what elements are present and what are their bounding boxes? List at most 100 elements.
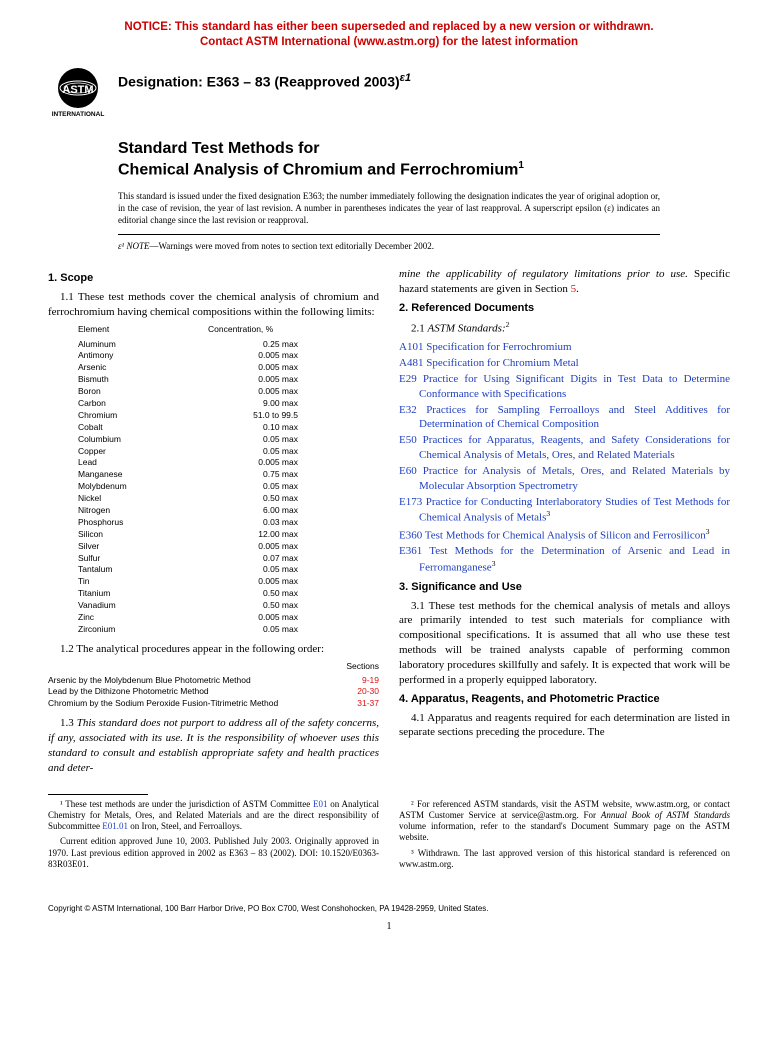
fn1-link1[interactable]: E01 bbox=[313, 799, 328, 809]
ref-sup: 3 bbox=[492, 559, 496, 568]
proc-hdr: Sections bbox=[48, 661, 379, 673]
element-name: Tin bbox=[78, 576, 208, 588]
title-line2: Chemical Analysis of Chromium and Ferroc… bbox=[118, 162, 518, 179]
element-name: Zirconium bbox=[78, 624, 208, 636]
element-row: Sulfur0.07 max bbox=[78, 553, 379, 565]
left-column: 1. Scope 1.1 These test methods cover th… bbox=[48, 267, 379, 779]
element-row: Arsenic0.005 max bbox=[78, 362, 379, 374]
element-name: Chromium bbox=[78, 410, 208, 422]
p13b: This standard does not purport to addres… bbox=[48, 717, 379, 774]
title-block: Standard Test Methods for Chemical Analy… bbox=[118, 138, 730, 182]
procedure-name: Arsenic by the Molybdenum Blue Photometr… bbox=[48, 675, 251, 687]
app-p41: 4.1 Apparatus and reagents required for … bbox=[399, 711, 730, 741]
elem-hdr-left: Element bbox=[78, 324, 208, 336]
notice-line1: NOTICE: This standard has either been su… bbox=[124, 21, 653, 33]
reference-item[interactable]: E29 Practice for Using Significant Digit… bbox=[399, 372, 730, 402]
element-conc: 0.25 max bbox=[208, 339, 298, 351]
element-conc: 0.05 max bbox=[208, 624, 298, 636]
element-conc: 0.75 max bbox=[208, 469, 298, 481]
procedure-table: Sections Arsenic by the Molybdenum Blue … bbox=[48, 661, 379, 711]
procedure-sections[interactable]: 31-37 bbox=[357, 698, 379, 710]
element-name: Bismuth bbox=[78, 374, 208, 386]
ref-sup: 3 bbox=[546, 509, 550, 518]
footnote-left: ¹ These test methods are under the juris… bbox=[48, 799, 379, 875]
element-row: Nickel0.50 max bbox=[78, 493, 379, 505]
ref-code: E360 bbox=[399, 530, 422, 542]
element-name: Aluminum bbox=[78, 339, 208, 351]
ref-code: E32 bbox=[399, 404, 417, 416]
reference-item[interactable]: E173 Practice for Conducting Interlabora… bbox=[399, 495, 730, 526]
procedure-row: Chromium by the Sodium Peroxide Fusion-T… bbox=[48, 698, 379, 710]
reference-item[interactable]: E32 Practices for Sampling Ferroalloys a… bbox=[399, 403, 730, 433]
element-name: Boron bbox=[78, 386, 208, 398]
refs-p21: 2.1 ASTM Standards:2 bbox=[399, 320, 730, 337]
ref-code: E50 bbox=[399, 434, 417, 446]
element-name: Lead bbox=[78, 457, 208, 469]
procedure-name: Chromium by the Sodium Peroxide Fusion-T… bbox=[48, 698, 278, 710]
fn1-link2[interactable]: E01.01 bbox=[102, 821, 128, 831]
reference-item[interactable]: E360 Test Methods for Chemical Analysis … bbox=[399, 527, 730, 544]
procedure-sections[interactable]: 20-30 bbox=[357, 686, 379, 698]
fn2b: Annual Book of ASTM Standards bbox=[601, 810, 730, 820]
fn2c: volume information, refer to the standar… bbox=[399, 821, 730, 842]
element-name: Nickel bbox=[78, 493, 208, 505]
p21a: 2.1 bbox=[411, 322, 428, 334]
p21sup: 2 bbox=[506, 320, 510, 329]
ref-text: Practice for Analysis of Metals, Ores, a… bbox=[419, 465, 730, 492]
app-heading: 4. Apparatus, Reagents, and Photometric … bbox=[399, 692, 730, 707]
element-row: Zinc0.005 max bbox=[78, 612, 379, 624]
element-conc: 0.005 max bbox=[208, 386, 298, 398]
element-table-header: Element Concentration, % bbox=[78, 324, 379, 336]
reference-item[interactable]: A101 Specification for Ferrochromium bbox=[399, 340, 730, 355]
element-conc: 0.005 max bbox=[208, 374, 298, 386]
ref-code: A101 bbox=[399, 341, 423, 353]
element-conc: 0.05 max bbox=[208, 434, 298, 446]
header-row: ASTM INTERNATIONAL Designation: E363 – 8… bbox=[48, 64, 730, 120]
scope-p12: 1.2 The analytical procedures appear in … bbox=[48, 642, 379, 657]
eps-label: ε¹ NOTE bbox=[118, 241, 150, 251]
element-name: Vanadium bbox=[78, 600, 208, 612]
reference-item[interactable]: E50 Practices for Apparatus, Reagents, a… bbox=[399, 433, 730, 463]
element-name: Phosphorus bbox=[78, 517, 208, 529]
reference-item[interactable]: E361 Test Methods for the Determination … bbox=[399, 544, 730, 575]
element-name: Arsenic bbox=[78, 362, 208, 374]
reference-item[interactable]: A481 Specification for Chromium Metal bbox=[399, 356, 730, 371]
svg-text:INTERNATIONAL: INTERNATIONAL bbox=[52, 111, 105, 118]
element-row: Columbium0.05 max bbox=[78, 434, 379, 446]
ref-code: E361 bbox=[399, 545, 422, 557]
element-name: Copper bbox=[78, 446, 208, 458]
title-super: 1 bbox=[518, 160, 524, 171]
p21b: ASTM Standards: bbox=[428, 322, 506, 334]
p13c: mine the applicability of regulatory lim… bbox=[399, 268, 688, 280]
refs-heading: 2. Referenced Documents bbox=[399, 301, 730, 316]
element-conc: 0.50 max bbox=[208, 588, 298, 600]
fn2: ² For referenced ASTM standards, visit t… bbox=[399, 799, 730, 844]
sig-p31: 3.1 These test methods for the chemical … bbox=[399, 599, 730, 688]
ref-text: Specification for Ferrochromium bbox=[426, 341, 571, 353]
ref-text: Specification for Chromium Metal bbox=[426, 357, 578, 369]
element-conc: 0.50 max bbox=[208, 493, 298, 505]
element-conc: 0.50 max bbox=[208, 600, 298, 612]
fn1-p2: Current edition approved June 10, 2003. … bbox=[48, 836, 379, 870]
element-conc: 0.005 max bbox=[208, 457, 298, 469]
element-name: Carbon bbox=[78, 398, 208, 410]
procedure-sections[interactable]: 9-19 bbox=[362, 675, 379, 687]
element-row: Phosphorus0.03 max bbox=[78, 517, 379, 529]
body-columns: 1. Scope 1.1 These test methods cover th… bbox=[48, 267, 730, 779]
reference-item[interactable]: E60 Practice for Analysis of Metals, Ore… bbox=[399, 464, 730, 494]
element-row: Titanium0.50 max bbox=[78, 588, 379, 600]
ref-text: Practices for Sampling Ferroalloys and S… bbox=[419, 404, 730, 431]
issuance-note: This standard is issued under the fixed … bbox=[118, 191, 660, 226]
element-row: Cobalt0.10 max bbox=[78, 422, 379, 434]
document-title: Standard Test Methods for Chemical Analy… bbox=[118, 138, 730, 182]
element-conc: 12.00 max bbox=[208, 529, 298, 541]
footnotes: ¹ These test methods are under the juris… bbox=[48, 799, 730, 875]
element-conc: 0.05 max bbox=[208, 481, 298, 493]
ref-code: E29 bbox=[399, 373, 417, 385]
element-row: Silicon12.00 max bbox=[78, 529, 379, 541]
element-name: Molybdenum bbox=[78, 481, 208, 493]
astm-logo: ASTM INTERNATIONAL bbox=[48, 66, 108, 120]
element-name: Sulfur bbox=[78, 553, 208, 565]
element-row: Zirconium0.05 max bbox=[78, 624, 379, 636]
designation-super: ε1 bbox=[400, 72, 411, 84]
